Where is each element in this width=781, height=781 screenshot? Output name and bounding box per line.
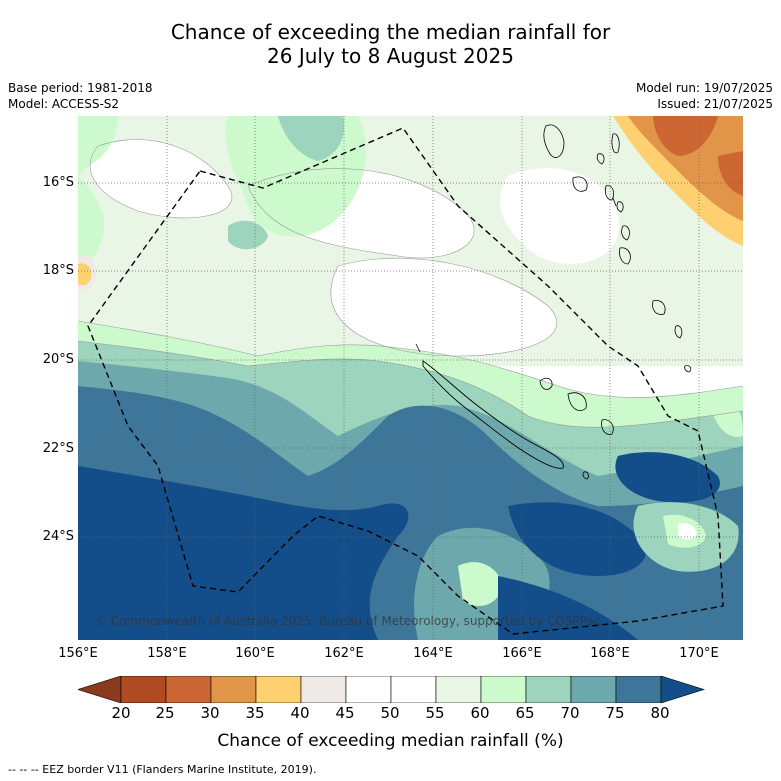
base-period-text: Base period: 1981-2018 <box>8 81 153 95</box>
patch-white-3 <box>330 258 557 356</box>
colorbar-tick: 75 <box>605 704 625 722</box>
colorbar-tick: 70 <box>560 704 580 722</box>
model-text: Model: ACCESS-S2 <box>8 97 120 111</box>
loyalty-island-1 <box>539 377 553 390</box>
contour-lines <box>78 139 743 428</box>
colorbar-segment <box>615 676 662 703</box>
colorbar-segment <box>300 676 347 703</box>
colorbar-tick: 55 <box>425 704 445 722</box>
eez-border <box>87 127 724 635</box>
eez-footer-note: -- -- -- EEZ border V11 (Flanders Marine… <box>8 763 317 776</box>
new-caledonia-coastline <box>422 360 564 469</box>
island-outline <box>415 343 421 353</box>
patch-green-3 <box>78 176 105 266</box>
band-80-plus <box>78 466 409 640</box>
copyright-text: © Commonwealth of Australia 2025, Bureau… <box>95 614 601 628</box>
lon-label-162e: 162°E <box>324 646 364 661</box>
patch-darkblue-3 <box>615 452 720 503</box>
colorbar-tick: 20 <box>111 704 131 722</box>
lat-label-22s: 22°S <box>42 441 74 456</box>
patch-darkorange-1 <box>653 116 718 156</box>
model-run-text: Model run: 19/07/2025 <box>635 81 773 95</box>
colorbar-tick: 45 <box>335 704 355 722</box>
colorbar-segment <box>480 676 527 703</box>
colorbar <box>78 676 705 703</box>
loyalty-island-3 <box>601 419 614 435</box>
colorbar-extend-high <box>660 676 705 703</box>
lon-label-158e: 158°E <box>147 646 187 661</box>
colorbar-segment <box>120 676 167 703</box>
lon-label-156e: 156°E <box>58 646 98 661</box>
lat-label-16s: 16°S <box>42 175 74 190</box>
colorbar-segment <box>570 676 617 703</box>
lat-label-24s: 24°S <box>42 529 74 544</box>
patch-darkblue-2 <box>508 502 646 576</box>
isle-of-pines <box>582 471 589 480</box>
rainfall-map <box>78 116 743 640</box>
lon-label-160e: 160°E <box>235 646 275 661</box>
colorbar-tick: 30 <box>200 704 220 722</box>
lon-label-166e: 166°E <box>502 646 542 661</box>
loyalty-island-2 <box>567 392 587 411</box>
colorbar-tick: 65 <box>515 704 535 722</box>
colorbar-segment <box>525 676 572 703</box>
lon-label-170e: 170°E <box>679 646 719 661</box>
colorbar-tick: 50 <box>380 704 400 722</box>
issued-text: Issued: 21/07/2025 <box>657 97 773 111</box>
colorbar-segment <box>345 676 392 703</box>
patch-teal-2 <box>228 220 268 250</box>
patch-orange-1 <box>628 116 743 221</box>
colorbar-segment <box>435 676 482 703</box>
patch-darkorange-2 <box>718 151 743 196</box>
colorbar-label: Chance of exceeding median rainfall (%) <box>217 731 564 751</box>
colorbar-tick: 60 <box>470 704 490 722</box>
map-title-line-1: Chance of exceeding the median rainfall … <box>170 20 611 44</box>
colorbar-segment <box>255 676 302 703</box>
patch-yellow-2 <box>78 263 92 286</box>
colorbar-tick: 25 <box>155 704 175 722</box>
patch-green-4 <box>458 562 503 606</box>
colorbar-tick: 80 <box>650 704 670 722</box>
lon-label-164e: 164°E <box>413 646 453 661</box>
graticule <box>78 116 743 640</box>
patch-green-6 <box>708 394 743 437</box>
colorbar-extend-low <box>78 676 122 703</box>
patch-white-1 <box>90 139 232 218</box>
patch-teal-1 <box>278 116 345 161</box>
colorbar-segment <box>390 676 437 703</box>
lat-label-18s: 18°S <box>42 263 74 278</box>
lat-label-20s: 20°S <box>42 352 74 367</box>
colorbar-segment <box>165 676 212 703</box>
map-title-line-2: 26 July to 8 August 2025 <box>267 44 514 68</box>
colorbar-segment <box>210 676 257 703</box>
patch-white-4 <box>499 168 620 264</box>
colorbar-tick: 40 <box>290 704 310 722</box>
lon-label-168e: 168°E <box>590 646 630 661</box>
patch-white-5 <box>678 523 697 540</box>
vanuatu-islands <box>543 124 692 373</box>
colorbar-tick: 35 <box>245 704 265 722</box>
